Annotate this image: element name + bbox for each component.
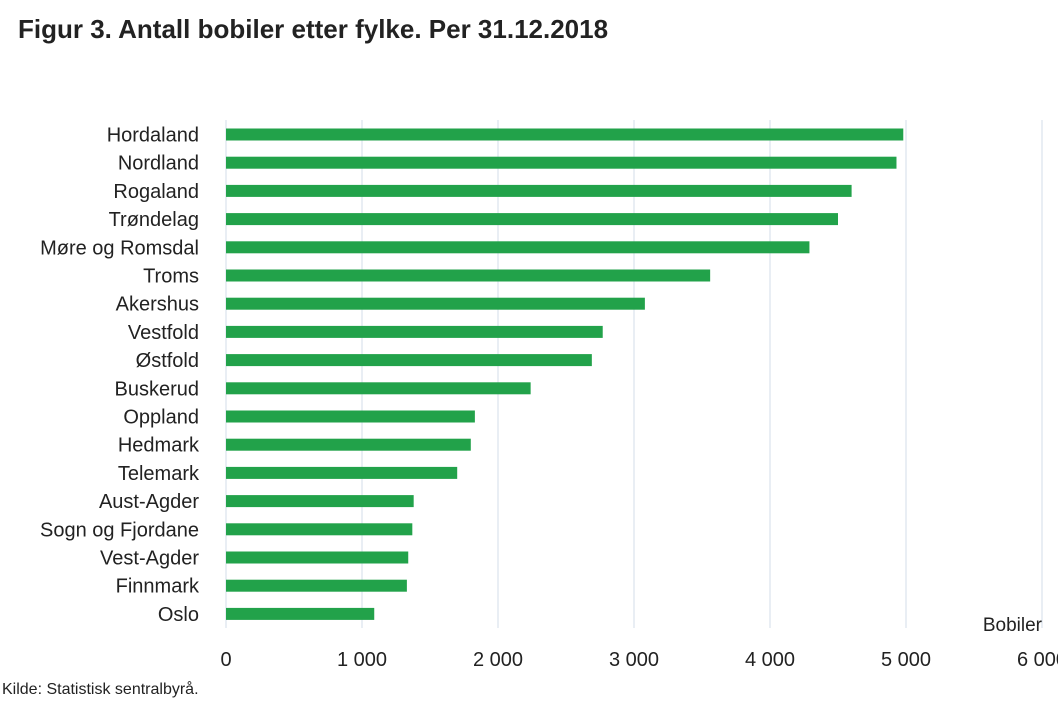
- x-tick-label: 2 000: [473, 649, 523, 671]
- x-axis-label: Bobiler: [983, 615, 1043, 636]
- bar: [226, 410, 475, 423]
- bar: [226, 325, 603, 338]
- category-label: Nordland: [118, 153, 199, 175]
- category-label: Buskerud: [115, 378, 200, 400]
- bar: [226, 213, 838, 226]
- x-tick-label: 4 000: [745, 649, 795, 671]
- x-tick-label: 1 000: [337, 649, 387, 671]
- category-label: Trøndelag: [109, 209, 199, 231]
- bar: [226, 241, 810, 254]
- bar: [226, 438, 471, 451]
- bar: [226, 466, 458, 479]
- bar: [226, 607, 375, 620]
- x-tick-label: 3 000: [609, 649, 659, 671]
- x-tick-label: 0: [220, 649, 231, 671]
- category-label: Troms: [143, 266, 199, 288]
- gridlines: [225, 120, 1043, 628]
- bar: [226, 128, 904, 141]
- category-label: Finnmark: [116, 576, 200, 598]
- bar: [226, 523, 413, 536]
- bar: [226, 156, 897, 169]
- category-labels: Hordaland Nordland Rogaland Trøndelag Møre o…: [40, 125, 200, 626]
- chart-title: Figur 3. Antall bobiler etter fylke. Per…: [18, 14, 609, 44]
- category-label: Møre og Romsdal: [40, 237, 199, 259]
- category-label: Akershus: [116, 294, 199, 316]
- bar: [226, 495, 414, 508]
- bar: [226, 579, 407, 592]
- category-label: Telemark: [118, 463, 200, 485]
- category-label: Aust-Agder: [99, 491, 199, 513]
- category-label: Oppland: [123, 407, 199, 429]
- x-tick-labels: 0 1 000 2 000 3 000 4 000 5 000 6 000: [220, 649, 1058, 671]
- category-label: Østfold: [136, 350, 199, 372]
- category-label: Vestfold: [128, 322, 199, 344]
- bar: [226, 551, 409, 564]
- bars: [226, 128, 904, 620]
- x-tick-label: 6 000: [1017, 649, 1058, 671]
- bar: [226, 382, 531, 395]
- category-label: Sogn og Fjordane: [40, 519, 199, 541]
- category-label: Vest-Agder: [100, 548, 199, 570]
- category-label: Hordaland: [107, 125, 199, 147]
- bar: [226, 269, 711, 282]
- source-note: Kilde: Statistisk sentralbyrå.: [2, 681, 199, 698]
- bar: [226, 184, 852, 197]
- x-tick-label: 5 000: [881, 649, 931, 671]
- bar: [226, 354, 592, 367]
- category-label: Oslo: [158, 604, 199, 626]
- bar: [226, 297, 645, 310]
- category-label: Rogaland: [113, 181, 199, 203]
- category-label: Hedmark: [118, 435, 200, 457]
